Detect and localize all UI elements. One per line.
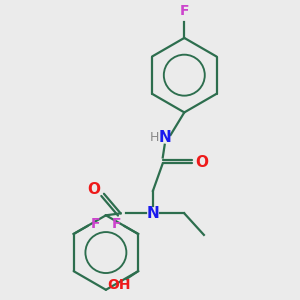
- Text: F: F: [180, 4, 189, 18]
- Text: OH: OH: [107, 278, 130, 292]
- Text: O: O: [88, 182, 100, 197]
- Text: N: N: [147, 206, 159, 221]
- Text: F: F: [91, 217, 100, 231]
- Text: F: F: [112, 217, 121, 231]
- Text: O: O: [195, 155, 208, 170]
- Text: N: N: [158, 130, 171, 146]
- Text: H: H: [150, 131, 160, 144]
